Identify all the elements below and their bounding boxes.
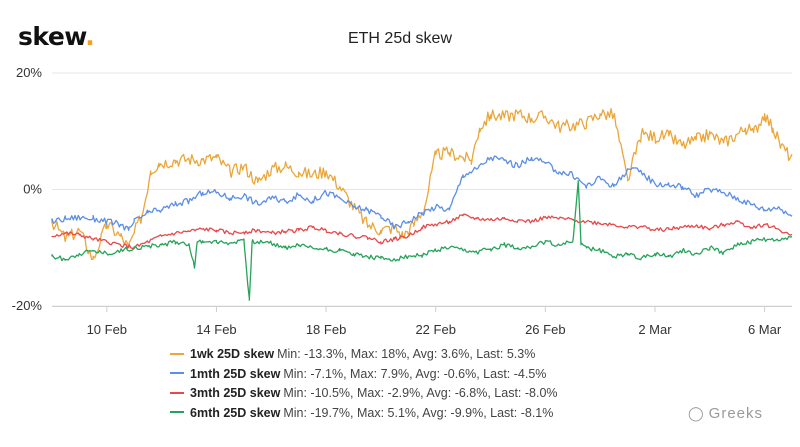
legend-item-1mth[interactable]: 1mth 25D skew Min: -7.1%, Max: 7.9%, Avg:… <box>170 365 558 385</box>
skew-logo: skew. <box>18 22 95 51</box>
y-tick-label: 0% <box>23 182 42 197</box>
legend-stats-1mth: Min: -7.1%, Max: 7.9%, Avg: -0.6%, Last:… <box>283 366 547 381</box>
y-tick-label: -20% <box>12 298 43 313</box>
legend-stats-6mth: Min: -19.7%, Max: 5.1%, Avg: -9.9%, Last… <box>283 405 554 420</box>
legend-stats-1wk: Min: -13.3%, Max: 18%, Avg: 3.6%, Last: … <box>277 347 536 361</box>
y-tick-label: 20% <box>16 65 42 80</box>
series-line-6mth <box>51 180 793 301</box>
logo-text: skew <box>18 22 86 51</box>
x-tick-label: 6 Mar <box>748 322 782 337</box>
legend-item-1wk[interactable]: 1wk 25D skew Min: -13.3%, Max: 18%, Avg: … <box>170 345 558 365</box>
legend-swatch-1wk <box>170 352 184 355</box>
legend-name-1wk: 1wk 25D skew <box>190 347 275 361</box>
legend-item-3mth[interactable]: 3mth 25D skew Min: -10.5%, Max: -2.9%, Av… <box>170 384 558 404</box>
x-axis: 10 Feb 14 Feb 18 Feb 22 Feb 26 Feb 2 Mar 6 Mar <box>52 306 792 337</box>
chart-legend: 1wk 25D skew Min: -13.3%, Max: 18%, Avg: … <box>170 345 558 423</box>
legend-item-6mth[interactable]: 6mth 25D skew Min: -19.7%, Max: 5.1%, Avg… <box>170 404 558 424</box>
y-axis: 20% 0% -20% <box>12 65 43 313</box>
watermark: ◯ Greeks <box>688 405 763 422</box>
legend-swatch-3mth <box>170 391 184 394</box>
x-tick-label: 14 Feb <box>196 322 236 337</box>
legend-swatch-6mth <box>170 411 184 414</box>
logo-dot: . <box>85 22 95 51</box>
wechat-icon: ◯ <box>688 405 705 421</box>
series-line-1wk <box>51 108 793 261</box>
x-tick-label: 2 Mar <box>638 322 672 337</box>
chart-grid <box>52 72 792 307</box>
legend-stats-3mth: Min: -10.5%, Max: -2.9%, Avg: -6.8%, Las… <box>283 386 558 400</box>
x-tick-label: 22 Feb <box>415 322 455 337</box>
x-tick-label: 26 Feb <box>525 322 565 337</box>
chart-title: ETH 25d skew <box>347 30 453 47</box>
series-line-3mth <box>51 213 793 250</box>
x-tick-label: 10 Feb <box>87 322 127 337</box>
legend-name-1mth: 1mth 25D skew <box>190 366 281 381</box>
chart-series <box>51 108 793 301</box>
legend-name-6mth: 6mth 25D skew <box>190 405 281 420</box>
legend-name-3mth: 3mth 25D skew <box>190 386 281 400</box>
x-tick-label: 18 Feb <box>306 322 346 337</box>
series-line-1mth <box>51 155 793 231</box>
legend-swatch-1mth <box>170 372 184 375</box>
watermark-text: Greeks <box>708 405 764 422</box>
